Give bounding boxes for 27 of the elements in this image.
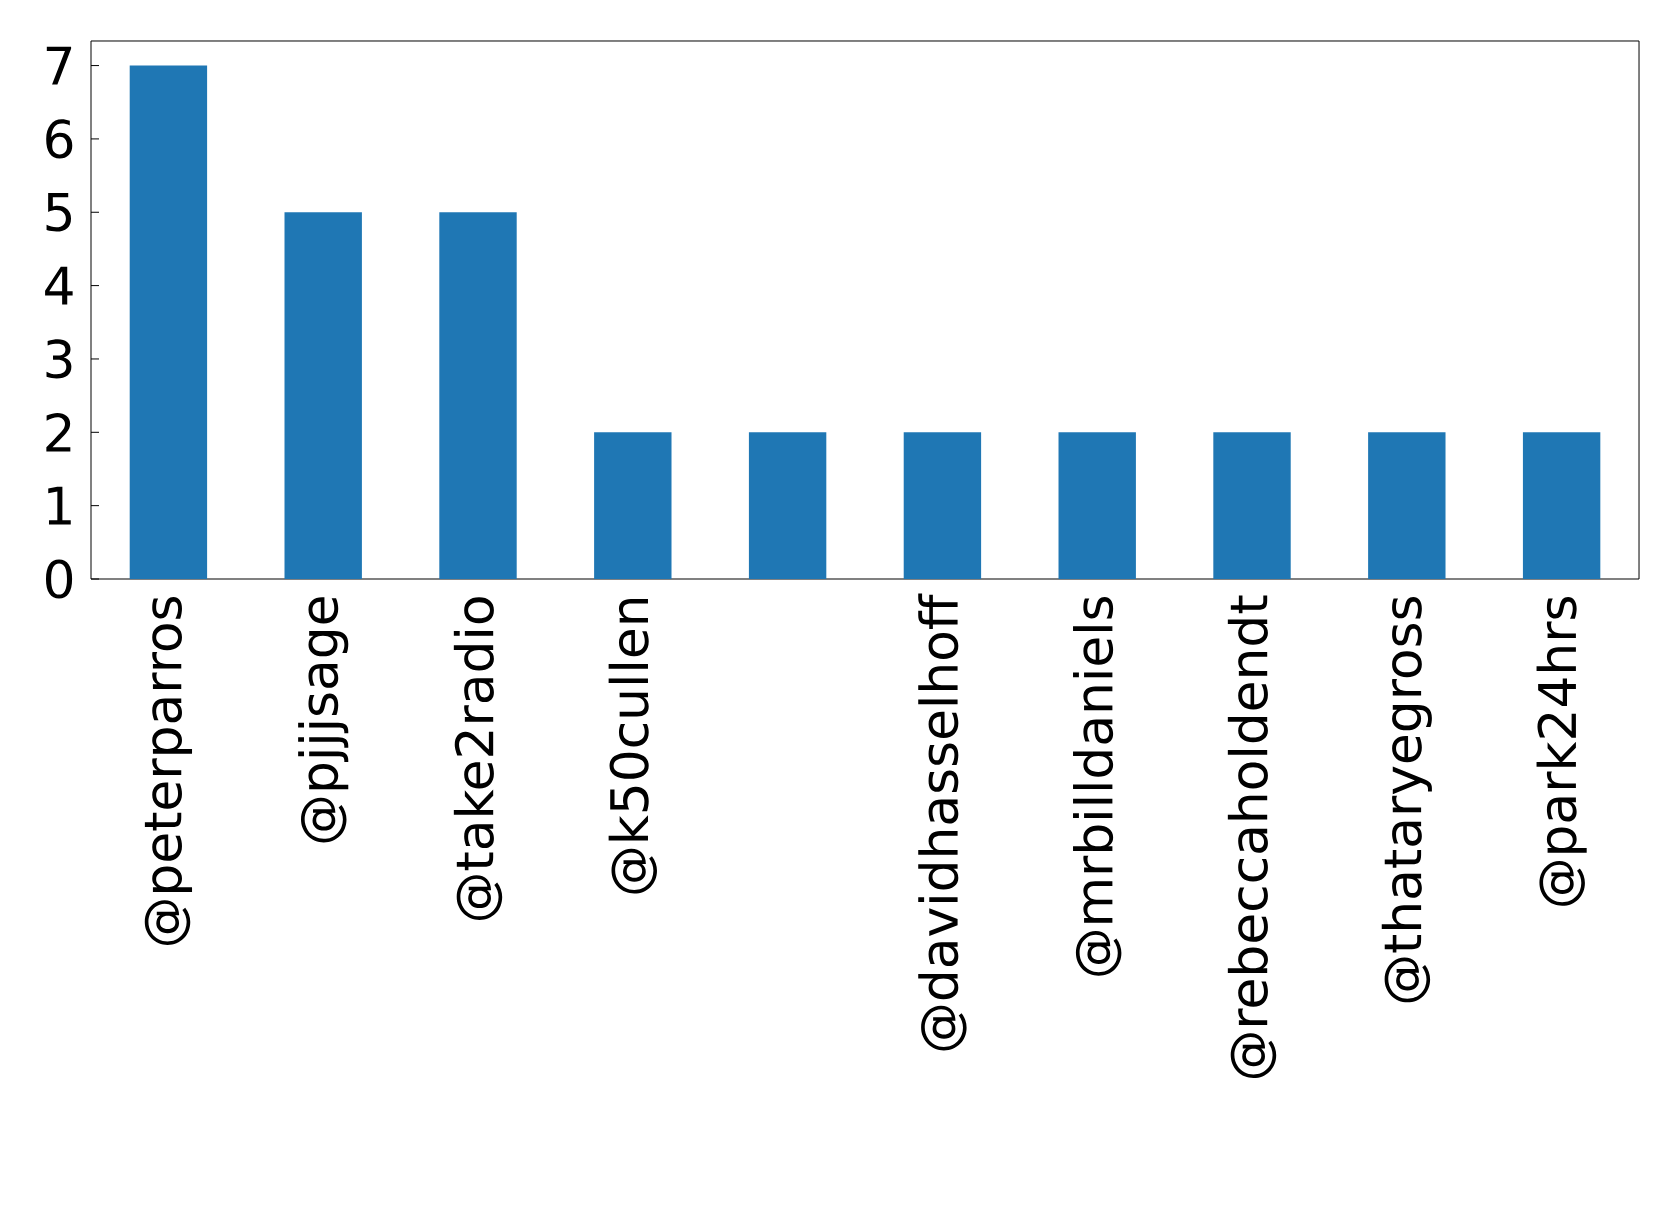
bar — [903, 432, 982, 579]
x-tick-label: @thataryegross — [1381, 596, 1432, 1003]
x-tick-label: @pjjjsage — [298, 597, 349, 843]
y-tick-label: 7 — [46, 46, 72, 85]
bar — [284, 212, 362, 579]
x-tick-label: @rebeccaholdendt — [1227, 595, 1277, 1079]
y-tick-label: 0 — [45, 559, 73, 599]
x-tick-label: @take2radio — [453, 597, 503, 920]
y-tick-label: 6 — [46, 119, 73, 159]
bar — [748, 432, 827, 579]
bar — [1213, 432, 1291, 579]
bar — [129, 65, 208, 579]
x-tick-label: @peterparros — [144, 596, 193, 945]
y-tick-label: 1 — [48, 486, 71, 525]
bar — [594, 432, 672, 579]
x-tick-label: @mrbilldaniels — [1073, 596, 1122, 976]
x-tick-label: @k50cullen — [608, 598, 657, 894]
bar — [1058, 432, 1136, 579]
y-tick-label: 4 — [45, 266, 73, 305]
bar — [1368, 432, 1446, 579]
bar — [439, 212, 517, 579]
y-tick-label: 5 — [46, 193, 71, 232]
x-tick-label: @davidhasselhoff — [918, 593, 967, 1051]
x-tick-label: @park24hrs — [1536, 597, 1587, 906]
y-tick-label: 3 — [46, 339, 72, 379]
y-tick-label: 2 — [46, 413, 71, 452]
bar — [1522, 432, 1601, 579]
